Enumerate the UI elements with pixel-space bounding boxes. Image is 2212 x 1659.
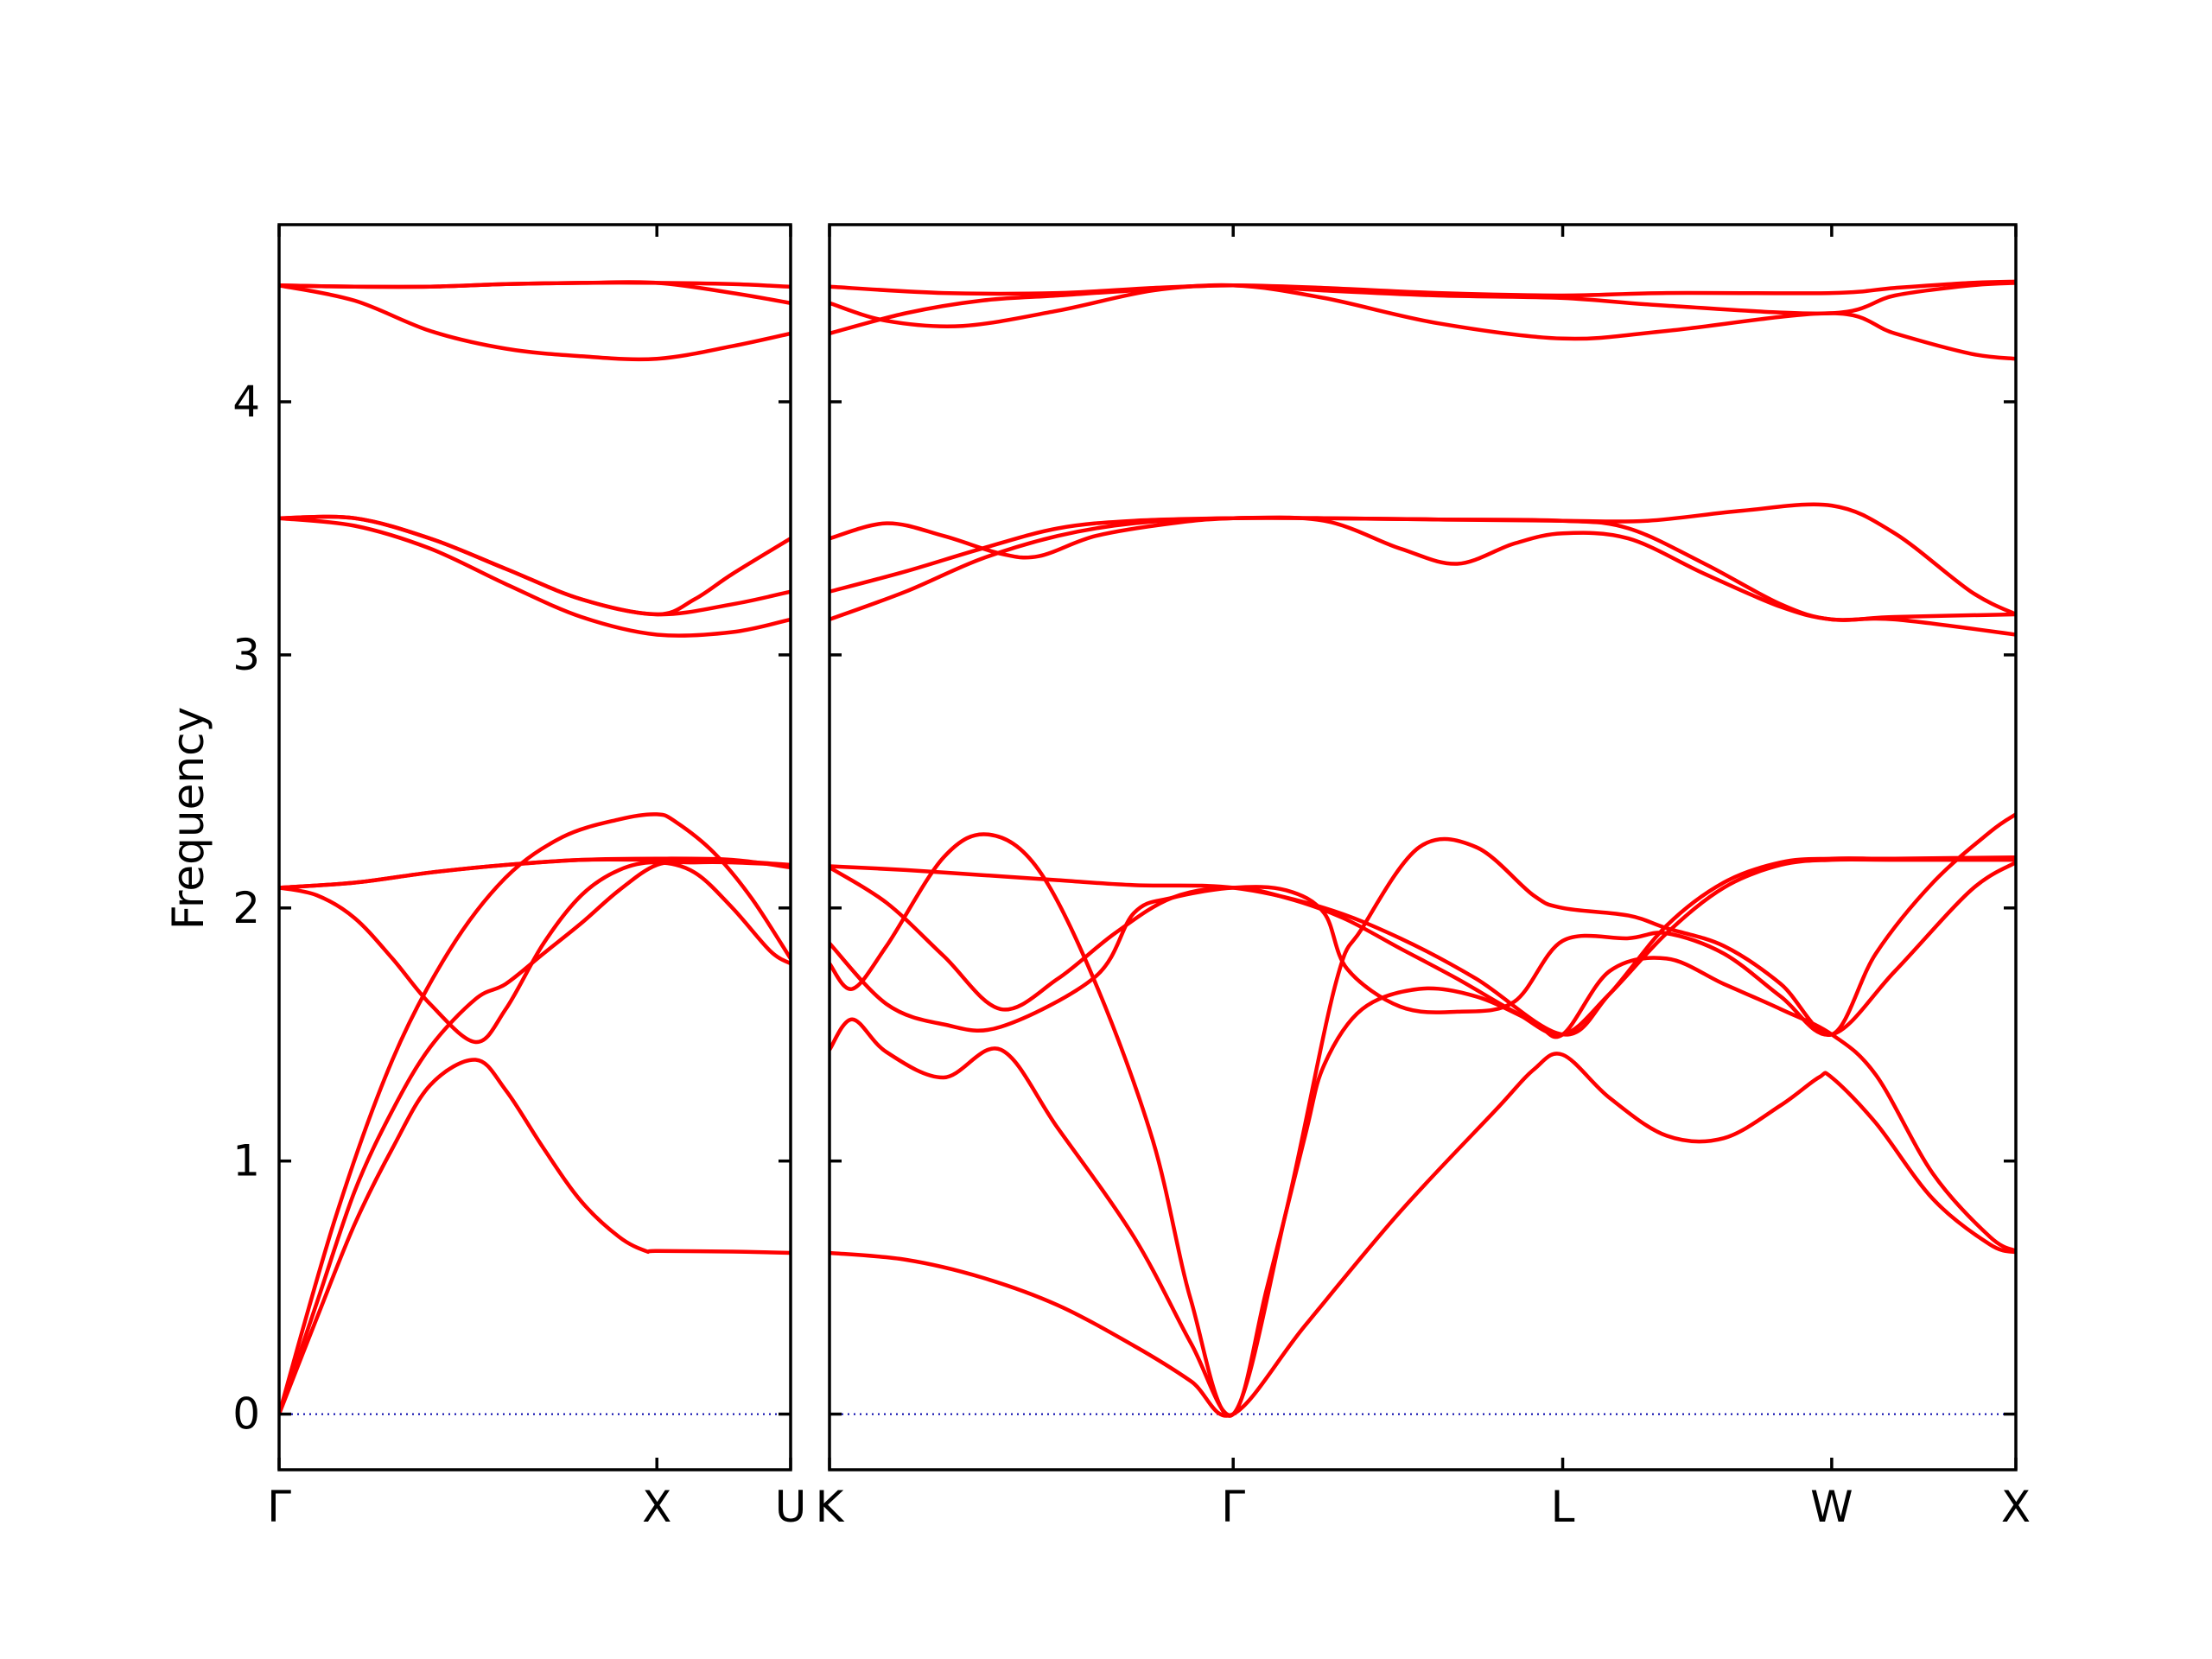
band-line-12 — [830, 279, 2016, 298]
band-line-10 — [830, 283, 2016, 361]
band-line-9 — [279, 514, 791, 617]
x-tick-label-L: L — [1551, 1482, 1575, 1532]
band-line-1 — [830, 1052, 2016, 1418]
band-line-10 — [279, 283, 791, 362]
y-tick-label: 4 — [232, 377, 260, 427]
band-line-7 — [279, 516, 791, 638]
band-line-4 — [830, 860, 2016, 1037]
band-line-5 — [830, 857, 2016, 1037]
x-tick-label-U: U — [775, 1482, 807, 1532]
band-line-8 — [279, 514, 791, 617]
band-line-7 — [830, 515, 2016, 637]
x-tick-label-Γ: Γ — [267, 1482, 291, 1532]
plot-frame — [828, 223, 2018, 1471]
y-tick-label: 3 — [232, 630, 260, 680]
band-line-4 — [279, 860, 791, 1045]
y-tick-label: 2 — [232, 883, 260, 933]
band-line-1 — [279, 1058, 791, 1416]
band-line-6 — [279, 856, 791, 890]
plot-frame — [277, 223, 792, 1471]
band-line-3 — [830, 812, 2016, 1418]
y-tick-label: 0 — [232, 1389, 260, 1440]
x-tick-label-X: X — [642, 1482, 671, 1532]
band-line-3 — [279, 812, 791, 1416]
band-line-12 — [279, 280, 791, 289]
x-tick-label-X: X — [2001, 1482, 2031, 1532]
x-tick-label-W: W — [1810, 1482, 1853, 1532]
y-axis-label: Frequency — [163, 707, 213, 930]
band-line-2 — [830, 956, 2016, 1418]
x-tick-label-K: K — [816, 1482, 845, 1532]
band-line-11 — [830, 281, 2016, 328]
band-line-2 — [279, 860, 791, 1416]
x-tick-label-Γ: Γ — [1221, 1482, 1245, 1532]
band-line-9 — [830, 502, 2016, 617]
y-tick-label: 1 — [232, 1136, 260, 1186]
band-line-6 — [830, 855, 2016, 1037]
band-line-8 — [830, 516, 2016, 622]
panel-gamma-x-u: 0 1 2 3 4 Γ X U — [232, 223, 807, 1532]
